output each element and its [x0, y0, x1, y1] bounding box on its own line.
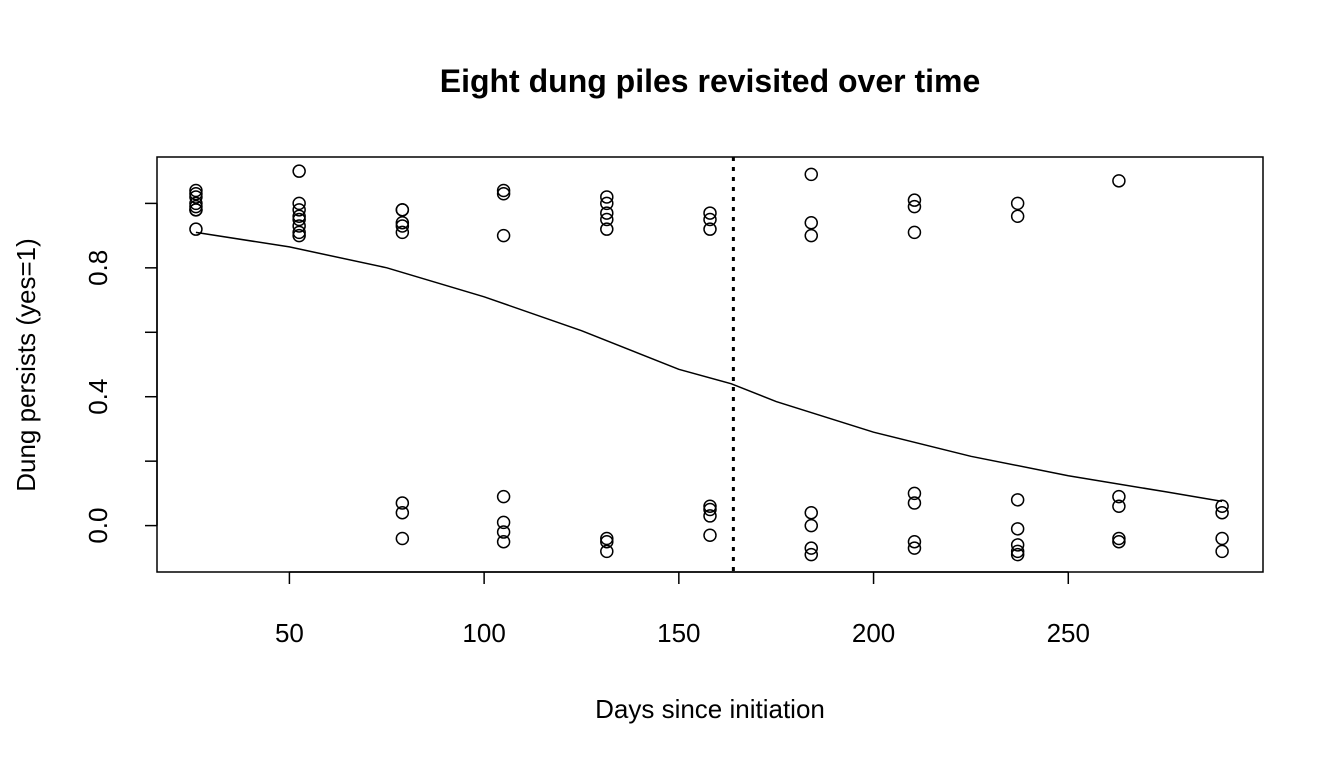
data-point: [292, 212, 306, 227]
data-point: [1112, 531, 1126, 546]
data-point: [703, 222, 717, 236]
y-axis-title: Dung persists (yes=1): [11, 238, 41, 492]
data-point: [703, 212, 717, 227]
x-tick-label: 50: [275, 618, 304, 648]
data-point: [600, 206, 614, 220]
data-point: [804, 228, 819, 243]
data-point: [907, 534, 922, 549]
data-point: [804, 518, 819, 533]
data-point: [1010, 209, 1025, 224]
points-layer: [189, 164, 1229, 562]
data-point: [1215, 505, 1229, 520]
data-point: [1112, 489, 1126, 504]
data-point: [907, 486, 922, 501]
data-point: [189, 183, 203, 198]
data-point: [1112, 499, 1126, 514]
x-axis-title: Days since initiation: [595, 694, 825, 724]
data-point: [395, 225, 410, 240]
data-point: [395, 505, 410, 520]
x-axis: 50 100 150 200 250: [275, 571, 1090, 648]
data-point: [292, 228, 306, 243]
data-point: [1112, 534, 1126, 549]
data-point: [804, 541, 819, 555]
y-axis: 0.0 0.4 0.8: [83, 202, 158, 544]
data-point: [703, 502, 717, 517]
data-point: [496, 186, 511, 201]
data-point: [600, 212, 614, 227]
data-point: [1010, 538, 1025, 552]
data-point: [1215, 499, 1229, 514]
data-point: [600, 534, 614, 549]
data-point: [1010, 522, 1025, 536]
data-point: [907, 199, 922, 214]
data-point: [189, 196, 203, 211]
y-tick-label: 0.4: [83, 379, 113, 415]
data-point: [292, 203, 306, 217]
data-point: [1215, 531, 1229, 546]
data-point: [496, 515, 511, 530]
fitted-curve: [195, 231, 1223, 503]
data-point: [600, 222, 614, 236]
data-point: [907, 225, 922, 240]
data-point: [395, 531, 410, 546]
data-point: [600, 544, 614, 559]
data-point: [1010, 493, 1025, 507]
data-point: [804, 547, 819, 562]
data-point: [189, 199, 203, 214]
data-point: [1010, 544, 1025, 559]
data-point: [600, 190, 614, 204]
data-point: [496, 489, 511, 504]
data-point: [395, 219, 410, 233]
data-point: [496, 183, 511, 198]
x-tick-label: 200: [852, 618, 895, 648]
data-point: [907, 193, 922, 207]
data-point: [1112, 174, 1126, 188]
data-point: [907, 541, 922, 555]
data-point: [496, 228, 511, 243]
data-point: [395, 203, 410, 217]
data-point: [292, 219, 306, 233]
data-point: [703, 206, 717, 220]
data-point: [292, 196, 306, 211]
x-tick-label: 150: [657, 618, 700, 648]
data-point: [907, 496, 922, 510]
data-point: [703, 509, 717, 523]
data-point: [292, 164, 306, 178]
data-point: [292, 209, 306, 224]
x-tick-label: 100: [462, 618, 505, 648]
data-point: [804, 505, 819, 520]
data-point: [496, 534, 511, 549]
y-tick-label: 0.0: [83, 508, 113, 544]
data-point: [292, 225, 306, 240]
data-point: [395, 496, 410, 510]
data-point: [804, 215, 819, 230]
fitted-curve-layer: [195, 231, 1223, 503]
chart-title: Eight dung piles revisited over time: [440, 63, 981, 99]
data-point: [189, 222, 203, 236]
data-point: [600, 196, 614, 211]
data-point: [496, 525, 511, 539]
data-point: [1215, 544, 1229, 559]
y-tick-label: 0.8: [83, 250, 113, 286]
data-point: [703, 528, 717, 543]
x-tick-label: 250: [1047, 618, 1090, 648]
data-point: [395, 215, 410, 230]
data-point: [189, 190, 203, 204]
data-point: [189, 203, 203, 217]
data-point: [600, 531, 614, 546]
data-point: [1010, 196, 1025, 211]
data-point: [189, 186, 203, 201]
data-point: [804, 167, 819, 182]
data-point: [703, 499, 717, 514]
data-point: [1010, 547, 1025, 562]
